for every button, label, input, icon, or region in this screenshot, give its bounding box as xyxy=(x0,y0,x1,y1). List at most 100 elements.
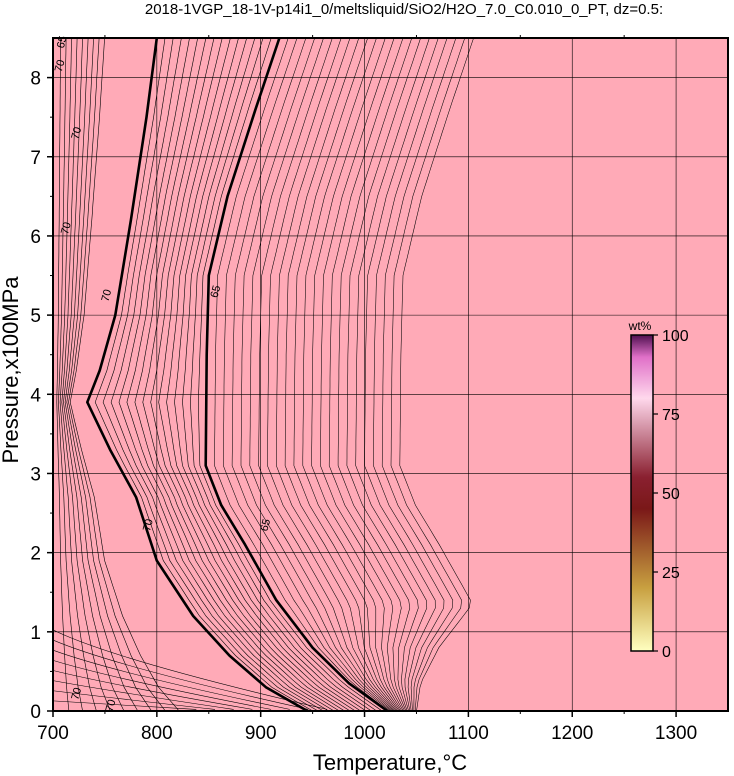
y-tick-label: 4 xyxy=(30,385,41,406)
x-tick-label: 1200 xyxy=(551,723,593,744)
contour-line xyxy=(158,38,356,711)
colorbar-tick-label: 75 xyxy=(662,407,680,424)
x-axis-label: Temperature,°C xyxy=(313,750,467,775)
contour-line xyxy=(166,38,361,711)
contour-line xyxy=(94,38,313,711)
y-tick-label: 7 xyxy=(30,148,41,169)
y-axis-label: Pressure,x100MPa xyxy=(0,276,23,464)
contour-line xyxy=(249,38,395,711)
contour-line xyxy=(302,38,403,711)
isoline-70 xyxy=(86,38,309,711)
contour-label: 70 xyxy=(100,288,115,303)
x-tick-label: 1300 xyxy=(655,723,697,744)
contour-line xyxy=(53,700,197,710)
colorbar-tick-label: 50 xyxy=(662,486,680,503)
series-lines xyxy=(86,38,389,711)
x-tick-label: 700 xyxy=(37,723,69,744)
contour-line xyxy=(63,38,125,711)
contour-line xyxy=(150,38,351,711)
contour-label: 70 xyxy=(69,686,84,701)
contour-line xyxy=(53,660,272,710)
contour-line xyxy=(190,38,377,711)
isoline-65 xyxy=(204,38,389,711)
chart-title: 2018-1VGP_18-1V-p14i1_0/meltsliquid/SiO2… xyxy=(145,1,663,18)
contour-line xyxy=(364,38,439,711)
contour-line xyxy=(320,38,405,711)
y-tick-label: 3 xyxy=(30,464,41,485)
x-tick-label: 900 xyxy=(245,723,277,744)
contour-line xyxy=(390,38,466,711)
contour-line xyxy=(61,38,111,711)
contour-line xyxy=(134,38,340,711)
contour-label: 65 xyxy=(209,284,224,299)
contour-line xyxy=(381,38,457,711)
colorbar-tick-label: 0 xyxy=(662,644,671,661)
contour-line xyxy=(373,38,448,711)
plot-area xyxy=(53,38,728,711)
contour-line xyxy=(311,38,404,711)
y-tick-label: 0 xyxy=(30,702,41,723)
y-axis: 0 1 2 3 4 5 6 7 8 xyxy=(30,69,53,723)
colorbar: wt% 0 25 50 75 100 xyxy=(628,319,689,661)
x-tick-label: 800 xyxy=(141,723,173,744)
y-tick-label: 1 xyxy=(30,623,41,644)
contour-line xyxy=(276,38,399,711)
contour-line xyxy=(337,38,413,711)
contour-line xyxy=(68,38,166,711)
x-tick-label: 1100 xyxy=(448,723,489,744)
contour-line xyxy=(197,38,383,711)
contour-label: 70 xyxy=(59,221,74,236)
contour-line xyxy=(182,38,372,711)
contour-line xyxy=(53,690,216,710)
contour-line xyxy=(214,38,389,711)
contour-line xyxy=(346,38,421,711)
contour-line xyxy=(399,38,474,711)
contour-label: 70 xyxy=(141,518,156,533)
contour-label: 70 xyxy=(53,59,68,74)
contour-line xyxy=(240,38,393,711)
x-tick-label: 1000 xyxy=(343,723,385,744)
contour-line xyxy=(53,639,309,710)
contour-line xyxy=(355,38,430,711)
contour-label: 65 xyxy=(258,518,273,533)
contour-line xyxy=(53,649,290,710)
contour-lines xyxy=(53,38,474,711)
contour-line xyxy=(64,38,139,711)
colorbar-tick-label: 100 xyxy=(662,328,689,345)
contour-line xyxy=(258,38,396,711)
contour-label: 70 xyxy=(69,126,84,141)
y-tick-label: 5 xyxy=(30,306,41,327)
contour-line xyxy=(110,38,324,711)
colorbar-unit: wt% xyxy=(628,319,652,333)
y-tick-label: 8 xyxy=(30,69,41,90)
contour-line xyxy=(56,38,70,711)
contour-line xyxy=(53,680,234,710)
contour-line xyxy=(142,38,345,711)
contour-line xyxy=(231,38,392,711)
contour-line xyxy=(53,629,328,710)
y-tick-label: 2 xyxy=(30,544,41,565)
contour-line xyxy=(59,38,97,711)
contour-line xyxy=(126,38,335,711)
contour-line xyxy=(66,38,152,711)
contour-line xyxy=(293,38,401,711)
contour-line xyxy=(102,38,319,711)
contour-line xyxy=(53,670,253,710)
contour-label: 70 xyxy=(104,698,119,713)
plot-frame xyxy=(52,37,729,712)
colorbar-tick-label: 25 xyxy=(662,565,680,582)
contour-line xyxy=(284,38,400,711)
colorbar-scale xyxy=(630,334,654,652)
grid xyxy=(52,38,728,712)
y-tick-label: 6 xyxy=(30,227,41,248)
x-axis: 700 800 900 1000 1100 1200 1300 xyxy=(37,35,697,744)
contour-line xyxy=(223,38,391,711)
contour-line xyxy=(267,38,397,711)
contour-line xyxy=(328,38,407,711)
contour-line xyxy=(69,38,180,711)
contour-line xyxy=(58,38,83,711)
contour-line xyxy=(118,38,329,711)
contour-line xyxy=(174,38,367,711)
